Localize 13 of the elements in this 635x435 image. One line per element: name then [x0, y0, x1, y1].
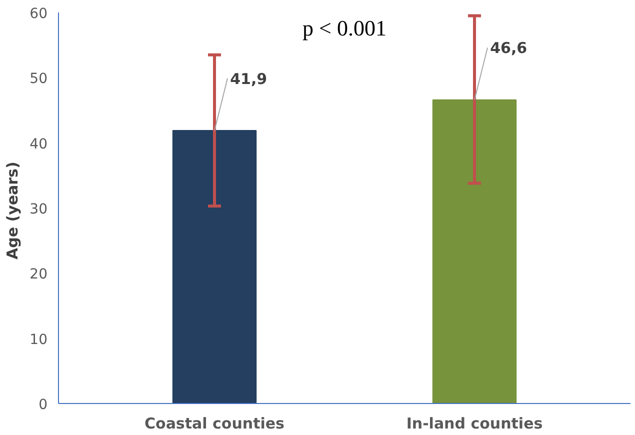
y-axis-title: Age (years)	[4, 162, 22, 260]
data-label: 41,9	[230, 70, 268, 88]
data-label: 46,6	[490, 39, 528, 58]
y-tick-label: 10	[30, 332, 48, 348]
x-tick-label: Coastal counties	[144, 414, 285, 432]
annotation: p < 0.001	[302, 16, 386, 41]
y-tick-label: 0	[38, 397, 48, 413]
y-tick-label: 50	[30, 71, 48, 88]
y-tick-label: 40	[30, 136, 48, 152]
y-tick-label: 60	[30, 6, 48, 22]
x-tick-label: In-land counties	[406, 414, 543, 432]
y-tick-label: 20	[30, 266, 48, 283]
y-tick-label: 30	[30, 202, 48, 218]
